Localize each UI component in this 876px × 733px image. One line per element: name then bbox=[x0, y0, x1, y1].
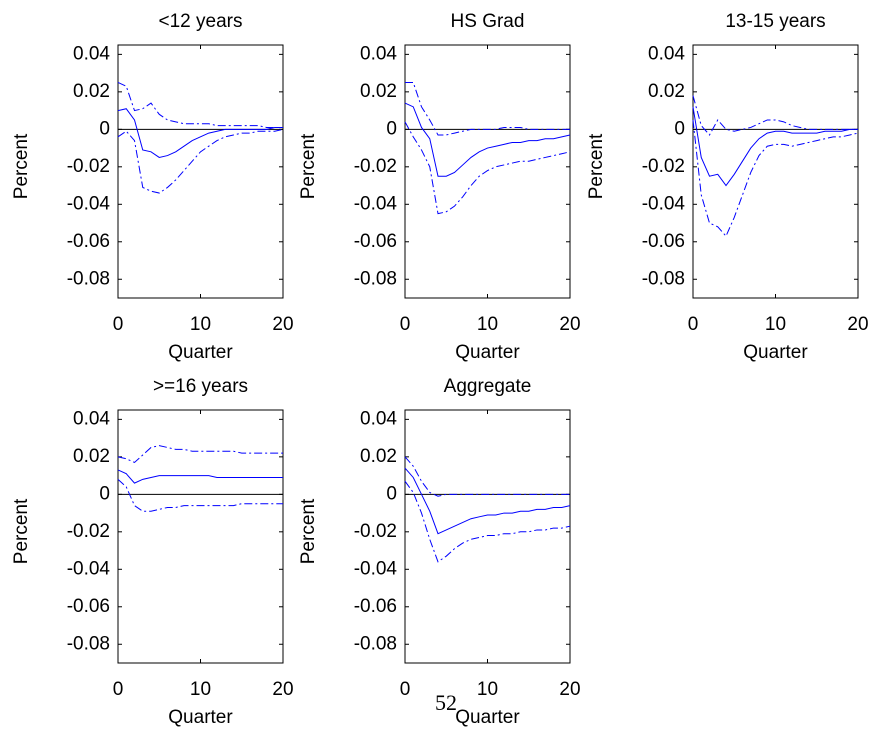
x-tick-label: 0 bbox=[688, 314, 699, 335]
x-tick-label: 20 bbox=[272, 314, 293, 335]
plot-frame bbox=[117, 409, 284, 664]
x-tick-label: 0 bbox=[113, 679, 124, 700]
y-tick-label: 0.02 bbox=[73, 81, 110, 102]
chart-title: 13-15 years bbox=[725, 11, 825, 32]
y-tick-label: 0 bbox=[386, 483, 397, 504]
y-tick-label: 0.02 bbox=[648, 81, 685, 102]
x-tick-label: 10 bbox=[190, 679, 211, 700]
y-tick-label: 0.04 bbox=[360, 408, 397, 429]
y-tick-label: -0.06 bbox=[354, 231, 397, 252]
series-line bbox=[117, 128, 284, 194]
series-line bbox=[404, 121, 571, 215]
y-tick-label: -0.04 bbox=[642, 193, 686, 214]
y-tick-label: -0.04 bbox=[354, 193, 398, 214]
y-tick-label: 0 bbox=[386, 118, 397, 139]
y-axis-label: Percent bbox=[586, 133, 607, 199]
y-axis-label: Percent bbox=[11, 498, 32, 564]
x-axis-label: Quarter bbox=[168, 707, 233, 728]
plot-frame bbox=[404, 409, 571, 664]
series-line bbox=[117, 478, 283, 512]
x-tick-label: 10 bbox=[477, 679, 498, 700]
y-tick-label: -0.02 bbox=[354, 521, 397, 542]
series-line bbox=[404, 456, 570, 497]
x-tick-label: 20 bbox=[847, 314, 868, 335]
x-tick-label: 20 bbox=[559, 314, 580, 335]
y-tick-label: 0 bbox=[99, 118, 110, 139]
series-line bbox=[117, 108, 283, 158]
series-line bbox=[405, 81, 570, 136]
series-line bbox=[404, 102, 571, 177]
series-line bbox=[404, 467, 571, 535]
x-tick-label: 10 bbox=[765, 314, 786, 335]
y-tick-label: -0.02 bbox=[642, 156, 685, 177]
y-tick-label: -0.02 bbox=[67, 156, 110, 177]
series-line bbox=[692, 119, 859, 238]
y-tick-label: -0.06 bbox=[642, 231, 685, 252]
series-line bbox=[117, 469, 283, 484]
x-axis-label: Quarter bbox=[743, 342, 808, 363]
x-tick-label: 20 bbox=[272, 679, 293, 700]
y-tick-label: 0 bbox=[674, 118, 685, 139]
y-tick-label: -0.08 bbox=[642, 268, 685, 289]
y-tick-label: -0.08 bbox=[354, 633, 397, 654]
x-axis-label: Quarter bbox=[168, 342, 233, 363]
y-tick-label: -0.02 bbox=[354, 156, 397, 177]
page-number: 52 bbox=[435, 690, 457, 715]
x-tick-label: 0 bbox=[400, 679, 411, 700]
chart-title: <12 years bbox=[159, 11, 243, 32]
x-tick-label: 10 bbox=[477, 314, 498, 335]
y-tick-label: 0.02 bbox=[360, 81, 397, 102]
y-tick-label: -0.08 bbox=[67, 268, 110, 289]
series-line bbox=[692, 106, 858, 187]
plot-frame bbox=[404, 44, 571, 299]
series-line bbox=[404, 480, 571, 563]
y-tick-label: -0.04 bbox=[67, 193, 111, 214]
y-tick-label: -0.04 bbox=[67, 558, 111, 579]
series-line bbox=[692, 95, 858, 136]
plot-frame bbox=[692, 44, 859, 299]
y-tick-label: 0.02 bbox=[360, 446, 397, 467]
y-tick-label: -0.06 bbox=[354, 596, 397, 617]
x-axis-label: Quarter bbox=[455, 342, 520, 363]
chart-title: >=16 years bbox=[153, 376, 248, 397]
y-axis-label: Percent bbox=[11, 133, 32, 199]
y-tick-label: 0.04 bbox=[648, 43, 685, 64]
y-tick-label: 0.04 bbox=[73, 408, 110, 429]
chart-title: Aggregate bbox=[444, 376, 532, 397]
x-tick-label: 0 bbox=[400, 314, 411, 335]
plot-frame bbox=[117, 44, 284, 299]
x-axis-label: Quarter bbox=[455, 707, 520, 728]
y-tick-label: 0 bbox=[99, 483, 110, 504]
y-tick-label: -0.08 bbox=[354, 268, 397, 289]
x-tick-label: 0 bbox=[113, 314, 124, 335]
series-line bbox=[117, 82, 283, 128]
x-tick-label: 10 bbox=[190, 314, 211, 335]
chart-title: HS Grad bbox=[451, 11, 525, 32]
y-tick-label: 0.04 bbox=[360, 43, 397, 64]
y-tick-label: -0.08 bbox=[67, 633, 110, 654]
y-axis-label: Percent bbox=[298, 498, 319, 564]
y-tick-label: -0.04 bbox=[354, 558, 398, 579]
y-tick-label: 0.04 bbox=[73, 43, 110, 64]
y-tick-label: -0.02 bbox=[67, 521, 110, 542]
y-axis-label: Percent bbox=[298, 133, 319, 199]
y-tick-label: -0.06 bbox=[67, 231, 110, 252]
series-line bbox=[117, 445, 283, 464]
y-tick-label: -0.06 bbox=[67, 596, 110, 617]
x-tick-label: 20 bbox=[559, 679, 580, 700]
y-tick-label: 0.02 bbox=[73, 446, 110, 467]
